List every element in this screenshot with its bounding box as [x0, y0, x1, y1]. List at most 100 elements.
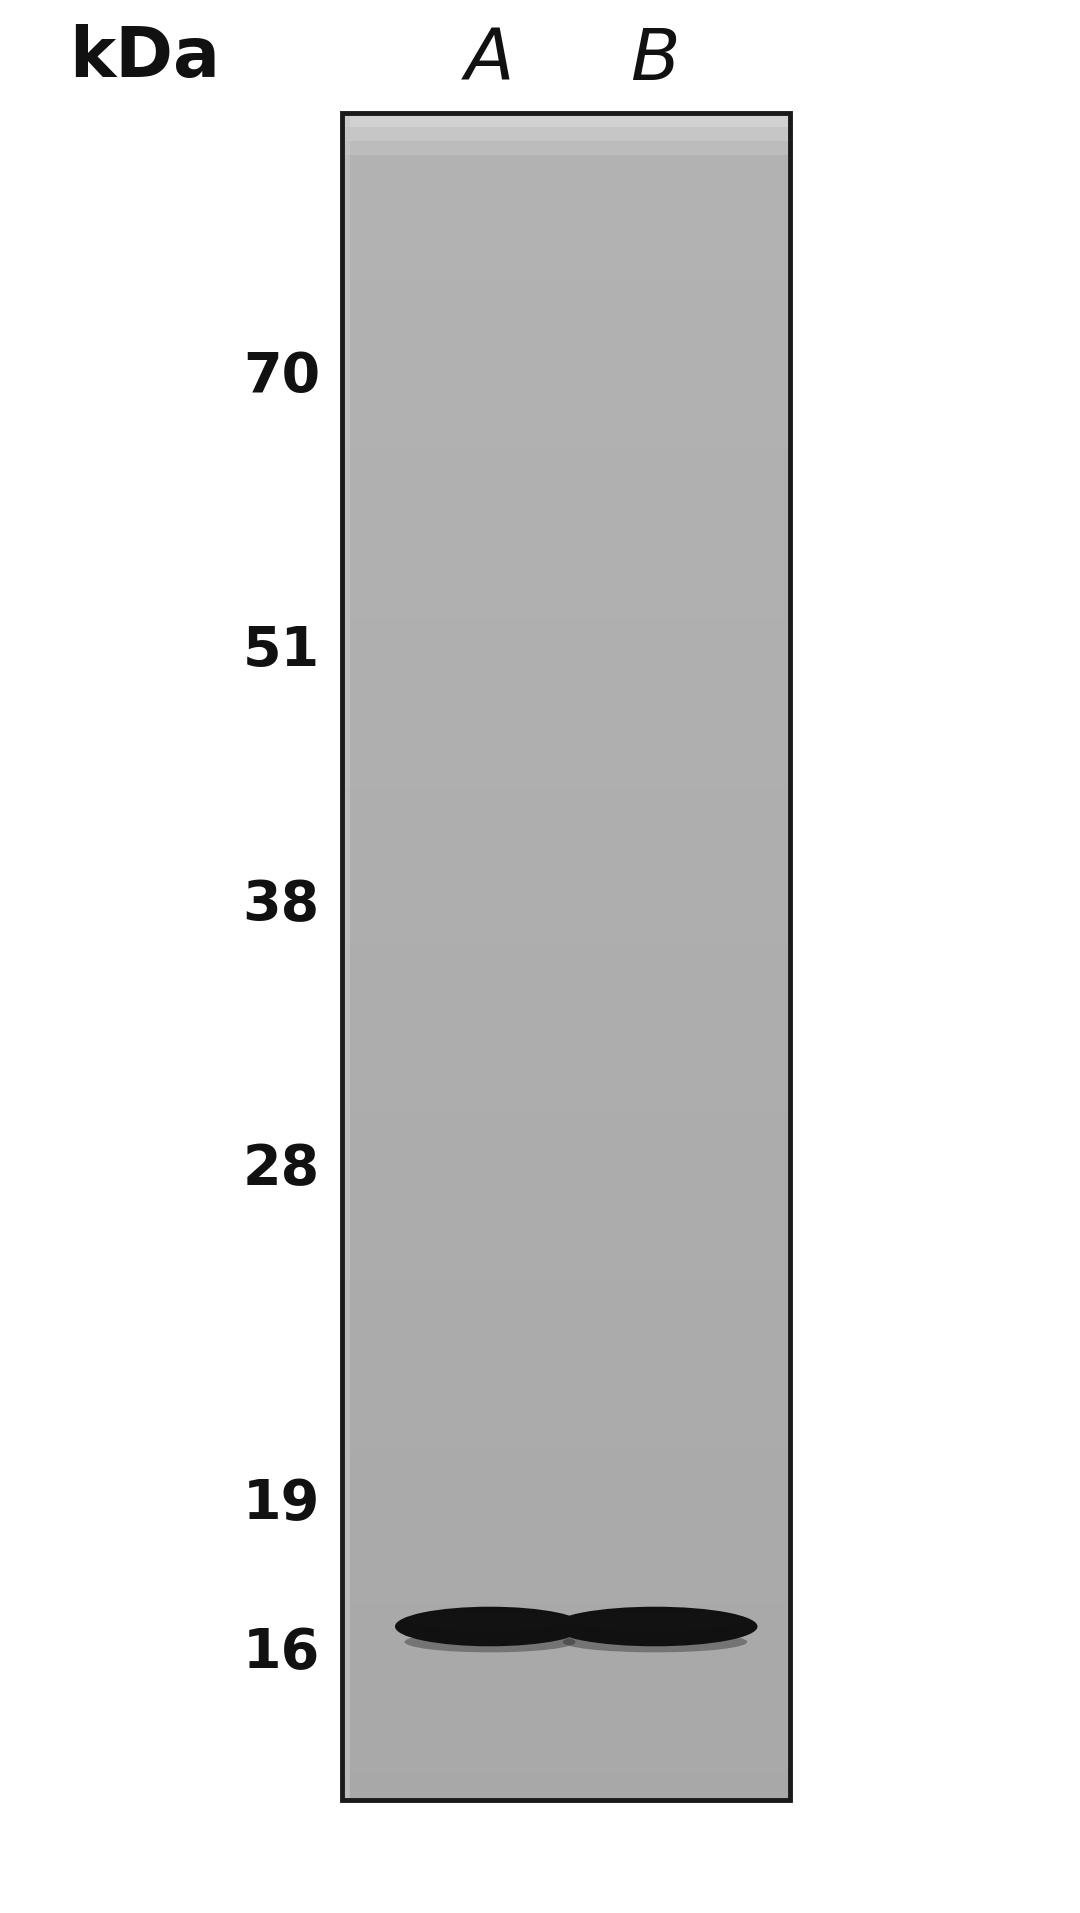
- Bar: [342, 717, 789, 731]
- Bar: [342, 226, 789, 239]
- Bar: [342, 731, 789, 746]
- Bar: [342, 872, 789, 886]
- Bar: [342, 268, 789, 281]
- Bar: [342, 492, 789, 507]
- Bar: [342, 830, 789, 844]
- Bar: [342, 901, 789, 914]
- Bar: [342, 943, 789, 956]
- Bar: [342, 1729, 789, 1745]
- Bar: [342, 549, 789, 562]
- Bar: [342, 1421, 789, 1435]
- Bar: [342, 1111, 789, 1125]
- Bar: [342, 407, 789, 423]
- Bar: [342, 1532, 789, 1548]
- Bar: [342, 184, 789, 197]
- Bar: [342, 956, 789, 970]
- Bar: [342, 507, 789, 520]
- Text: 19: 19: [243, 1477, 320, 1532]
- Bar: [342, 578, 789, 591]
- Bar: [342, 113, 789, 126]
- Bar: [342, 999, 789, 1012]
- Bar: [342, 1393, 789, 1406]
- Bar: [342, 1574, 789, 1590]
- Bar: [342, 1406, 789, 1421]
- Text: A: A: [465, 25, 515, 94]
- Ellipse shape: [395, 1607, 585, 1647]
- Bar: [342, 746, 789, 759]
- Bar: [342, 212, 789, 226]
- Bar: [342, 1645, 789, 1659]
- Text: 28: 28: [243, 1142, 320, 1196]
- Bar: [342, 759, 789, 773]
- Bar: [342, 1435, 789, 1448]
- Bar: [342, 1506, 789, 1519]
- Bar: [342, 381, 789, 394]
- Bar: [342, 1463, 789, 1477]
- Bar: [342, 1322, 789, 1335]
- Bar: [342, 1251, 789, 1266]
- Bar: [342, 1616, 789, 1632]
- Bar: [342, 197, 789, 212]
- Text: 38: 38: [243, 878, 320, 932]
- Bar: [342, 591, 789, 605]
- Bar: [342, 1674, 789, 1687]
- Bar: [342, 126, 789, 142]
- Bar: [342, 1701, 789, 1716]
- Bar: [342, 1182, 789, 1196]
- Bar: [342, 365, 789, 381]
- Bar: [342, 436, 789, 450]
- Bar: [342, 675, 789, 689]
- Bar: [342, 1590, 789, 1603]
- Bar: [342, 620, 789, 633]
- Bar: [342, 633, 789, 647]
- Bar: [342, 1266, 789, 1280]
- Bar: [342, 1196, 789, 1209]
- Bar: [342, 859, 789, 872]
- Bar: [342, 281, 789, 297]
- Bar: [342, 1787, 789, 1800]
- Bar: [342, 1012, 789, 1027]
- Bar: [342, 1351, 789, 1364]
- Bar: [342, 254, 789, 268]
- Bar: [342, 647, 789, 662]
- Bar: [342, 352, 789, 365]
- Ellipse shape: [563, 1632, 747, 1653]
- Bar: [342, 168, 789, 184]
- Bar: [342, 914, 789, 928]
- Bar: [342, 142, 789, 155]
- Bar: [342, 662, 789, 675]
- Bar: [342, 323, 789, 339]
- Ellipse shape: [553, 1607, 757, 1647]
- Bar: [342, 113, 350, 1800]
- Bar: [342, 1054, 789, 1069]
- Bar: [342, 113, 789, 1800]
- Bar: [342, 1758, 789, 1771]
- Bar: [342, 297, 789, 310]
- Bar: [342, 1519, 789, 1532]
- Bar: [342, 1561, 789, 1574]
- Bar: [342, 886, 789, 901]
- Bar: [342, 1308, 789, 1322]
- Bar: [342, 1280, 789, 1293]
- Bar: [342, 605, 789, 620]
- Bar: [342, 1548, 789, 1561]
- Bar: [342, 1154, 789, 1167]
- Bar: [342, 310, 789, 323]
- Bar: [342, 1364, 789, 1377]
- Bar: [342, 1448, 789, 1463]
- Bar: [342, 1238, 789, 1251]
- Bar: [342, 1125, 789, 1140]
- Bar: [342, 1293, 789, 1308]
- Ellipse shape: [405, 1632, 576, 1653]
- Text: 70: 70: [243, 350, 320, 404]
- Bar: [342, 773, 789, 788]
- Bar: [342, 520, 789, 536]
- Text: 16: 16: [243, 1626, 320, 1680]
- Bar: [342, 1140, 789, 1154]
- Bar: [342, 1041, 789, 1054]
- Bar: [342, 928, 789, 943]
- Bar: [342, 1096, 789, 1111]
- Bar: [342, 1716, 789, 1729]
- Bar: [342, 1477, 789, 1490]
- Bar: [342, 1224, 789, 1238]
